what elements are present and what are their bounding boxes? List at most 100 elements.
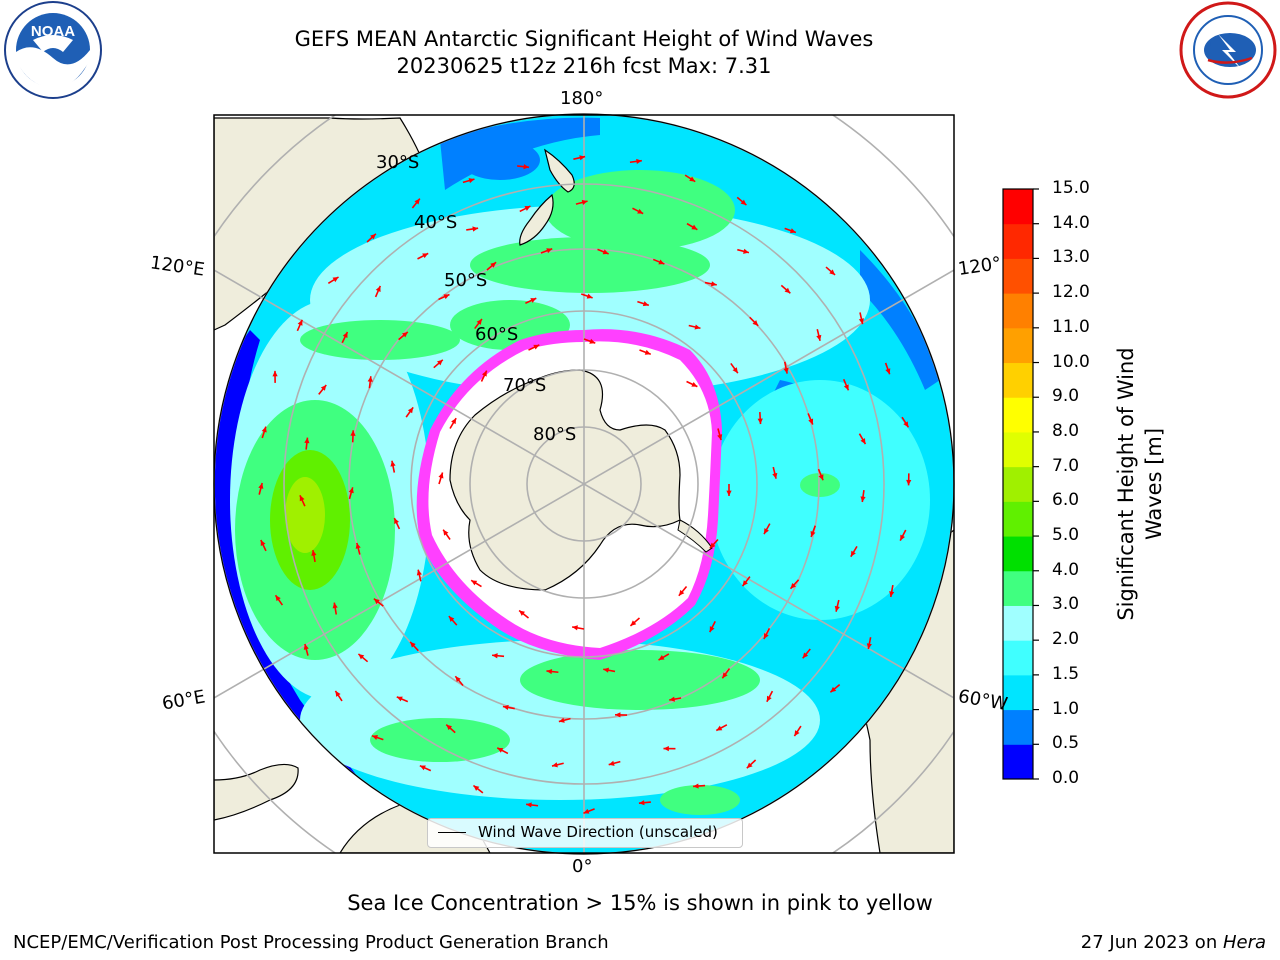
wave-direction-arrowhead (790, 582, 797, 589)
wave-direction-arrowhead (572, 625, 578, 631)
colorbar-tick-label: 0.0 (1052, 768, 1080, 788)
wave-direction-arrowhead (367, 376, 373, 382)
colorbar-tick-label: 4.0 (1052, 559, 1080, 580)
noaa-logo: NOAA (3, 0, 103, 100)
wave-direction-arrowhead (304, 437, 310, 444)
wave-direction-arrowhead (722, 672, 728, 679)
wave-direction-arrowhead (523, 164, 530, 170)
wave-direction-arrowhead (866, 643, 872, 650)
wave-direction-arrowhead (889, 591, 895, 597)
wave-direction-arrowhead (658, 259, 665, 265)
wave-direction-arrowhead (743, 248, 749, 254)
africa-landmass (214, 763, 299, 821)
colorbar-band (1003, 501, 1033, 537)
wave-direction-arrowhead (615, 712, 621, 718)
wave-direction-arrowhead (732, 367, 738, 374)
wave-direction-arrowhead (358, 653, 365, 660)
wave-direction-arrowhead (407, 407, 414, 414)
wave-direction-arrowhead (586, 293, 593, 299)
wave-direction-arrowhead (335, 690, 341, 697)
wave-direction-arrowhead (717, 434, 723, 441)
wave-direction-arrowhead (772, 472, 778, 479)
wave-direction-arrowhead (678, 589, 685, 596)
wave-direction-arrowhead (260, 540, 266, 547)
wave-direction-arrowhead (438, 472, 444, 479)
wave-direction-arrowhead (860, 496, 866, 503)
wave-direction-arrowhead (757, 418, 763, 425)
colorbar-band (1003, 397, 1033, 433)
wave-direction-arrowhead (763, 633, 769, 640)
wave-direction-arrowhead (858, 318, 864, 325)
wave-direction-arrowhead (752, 320, 759, 326)
colorbar (1003, 188, 1039, 780)
wave-direction-arrowhead (490, 262, 497, 268)
wave-direction-arrowhead (742, 580, 748, 587)
wave-direction-arrowhead (481, 370, 487, 377)
wave-direction-arrowhead (691, 224, 698, 230)
wave-direction-arrowhead (726, 490, 732, 496)
wave-direction-arrowhead (784, 287, 791, 294)
map-legend: Wind Wave Direction (unscaled) (427, 818, 743, 848)
wave-direction-arrowhead (311, 550, 317, 556)
colorbar-tick-label: 1.0 (1052, 698, 1080, 719)
wave-direction-arrowhead (419, 765, 426, 771)
colorbar-band (1003, 744, 1033, 780)
wave-direction-arrowhead (396, 696, 403, 702)
colorbar-tick-label: 3.0 (1052, 594, 1080, 615)
colorbar-band (1003, 258, 1033, 294)
wave-direction-arrowhead (443, 529, 449, 536)
wave-direction-arrowhead (272, 370, 278, 377)
lat-label-70s: 70°S (503, 375, 547, 396)
wave-direction-arrowhead (818, 474, 824, 481)
colorbar-tick-label: 10.0 (1052, 351, 1090, 372)
wave-direction-arrowhead (709, 542, 716, 549)
wave-direction-arrowhead (885, 368, 891, 375)
footer-date-text: 27 Jun 2023 on (1080, 932, 1223, 953)
footer-branch: NCEP/EMC/Verification Post Processing Pr… (13, 932, 609, 953)
wave-direction-arrowhead (843, 384, 849, 391)
wave-direction-arrowhead (473, 785, 480, 791)
wave-direction-arrowhead (589, 338, 596, 344)
lon-label-0: 0° (572, 856, 593, 877)
wave-direction-arrowhead (630, 620, 637, 626)
antarctic-peninsula (677, 519, 713, 553)
wave-direction-arrowhead (794, 730, 800, 737)
wave-direction-arrowhead (416, 569, 422, 576)
wave-direction-arrowhead (303, 644, 309, 650)
wave-direction-arrowhead (834, 605, 840, 612)
wave-direction-arrowhead (694, 324, 701, 330)
colorbar-band (1003, 362, 1033, 398)
colorbar-band (1003, 223, 1033, 259)
wave-direction-arrowhead (402, 331, 408, 338)
wave-direction-arrowhead (830, 686, 837, 693)
colorbar-frame (1002, 188, 1034, 780)
wave-direction-arrowhead (783, 367, 789, 374)
wave-direction-arrowhead (579, 155, 586, 161)
wave-direction-arrowhead (526, 802, 532, 808)
colorbar-band (1003, 431, 1033, 468)
wave-direction-arrowhead (709, 626, 715, 633)
colorbar-band (1003, 640, 1033, 676)
colorbar-tick-label: 15.0 (1052, 178, 1090, 198)
colorbar-band (1003, 293, 1033, 329)
wave-direction-arrowhead (903, 421, 909, 428)
colorbar-tick-label: 0.5 (1052, 733, 1080, 754)
colorbar-tick-label: 6.0 (1052, 490, 1080, 511)
wave-direction-arrowhead (583, 808, 590, 814)
wave-direction-arrowhead (546, 248, 553, 254)
noaa-logo-text: NOAA (31, 23, 75, 40)
wave-direction-arrowhead (519, 610, 525, 616)
new-zealand-landmass (519, 148, 575, 246)
colorbar-tick-label: 12.0 (1052, 282, 1090, 303)
wave-direction-arrowhead (764, 528, 769, 535)
sea-ice-caption: Sea Ice Concentration > 15% is shown in … (347, 891, 933, 915)
wave-direction-arrowhead (608, 760, 615, 766)
lat-label-50s: 50°S (444, 270, 488, 291)
wave-direction-arrowhead (258, 483, 264, 489)
wave-direction-arrowhead (502, 704, 509, 710)
wave-direction-arrowhead (261, 426, 267, 433)
legend-label: Wind Wave Direction (unscaled) (478, 823, 718, 841)
wave-direction-arrowhead (816, 334, 822, 341)
wave-direction-arrowhead (370, 233, 376, 240)
lat-label-30s: 30°S (376, 152, 420, 173)
